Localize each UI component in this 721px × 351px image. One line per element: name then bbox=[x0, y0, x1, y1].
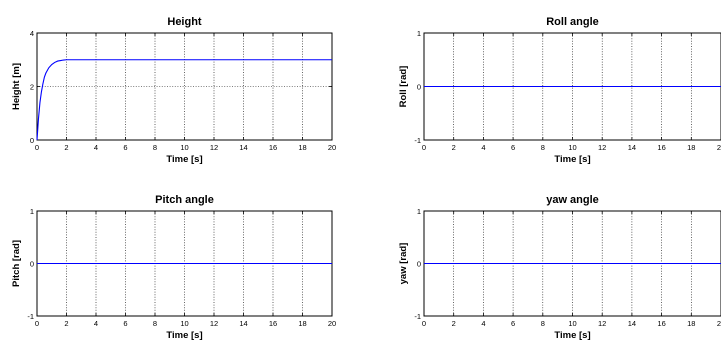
x-tick-label: 8 bbox=[153, 143, 157, 152]
yaw-angle-title: yaw angle bbox=[546, 194, 599, 206]
y-tick-label: -1 bbox=[414, 136, 421, 145]
x-tick-label: 2 bbox=[452, 143, 456, 152]
x-tick-label: 0 bbox=[422, 319, 426, 328]
x-tick-label: 10 bbox=[568, 319, 576, 328]
height-y-axis-label: Height [m] bbox=[11, 63, 22, 110]
x-tick-label: 2 bbox=[64, 319, 68, 328]
y-tick-label: 0 bbox=[30, 136, 34, 145]
x-tick-label: 18 bbox=[298, 143, 306, 152]
roll-angle-title: Roll angle bbox=[546, 16, 599, 28]
x-tick-label: 12 bbox=[598, 319, 606, 328]
x-tick-label: 20 bbox=[328, 319, 336, 328]
x-tick-label: 4 bbox=[481, 143, 485, 152]
x-tick-label: 0 bbox=[35, 319, 39, 328]
height-series-line bbox=[36, 59, 332, 141]
x-tick-label: 8 bbox=[153, 319, 157, 328]
x-tick-label: 2 bbox=[64, 143, 68, 152]
y-tick-label: 1 bbox=[417, 207, 421, 216]
x-tick-label: 2 bbox=[452, 319, 456, 328]
height-x-axis-label: Time [s] bbox=[166, 154, 202, 165]
yaw-angle-x-axis-label: Time [s] bbox=[554, 330, 590, 341]
y-tick-label: 1 bbox=[417, 29, 421, 38]
x-tick-label: 12 bbox=[210, 319, 218, 328]
x-tick-label: 20 bbox=[328, 143, 336, 152]
x-tick-label: 12 bbox=[598, 143, 606, 152]
y-tick-label: 0 bbox=[417, 83, 421, 92]
y-tick-label: 2 bbox=[30, 83, 34, 92]
x-tick-label: 4 bbox=[94, 319, 98, 328]
x-tick-label: 14 bbox=[239, 319, 247, 328]
roll-angle-y-axis-label: Roll [rad] bbox=[398, 66, 409, 108]
y-tick-label: 0 bbox=[30, 260, 34, 269]
y-tick-label: 1 bbox=[30, 207, 34, 216]
x-tick-label: 6 bbox=[511, 143, 515, 152]
x-tick-label: 20 bbox=[717, 143, 721, 152]
x-tick-label: 4 bbox=[94, 143, 98, 152]
x-tick-label: 6 bbox=[123, 319, 127, 328]
x-tick-label: 8 bbox=[541, 143, 545, 152]
x-tick-label: 0 bbox=[35, 143, 39, 152]
x-tick-label: 12 bbox=[210, 143, 218, 152]
x-tick-label: 8 bbox=[541, 319, 545, 328]
x-tick-label: 20 bbox=[717, 319, 721, 328]
x-tick-label: 14 bbox=[628, 143, 636, 152]
x-tick-label: 14 bbox=[628, 319, 636, 328]
height-title: Height bbox=[167, 16, 202, 28]
x-tick-label: 10 bbox=[180, 143, 188, 152]
x-tick-label: 0 bbox=[422, 143, 426, 152]
y-tick-label: -1 bbox=[414, 312, 421, 321]
x-tick-label: 18 bbox=[687, 319, 695, 328]
x-tick-label: 16 bbox=[657, 143, 665, 152]
x-tick-label: 18 bbox=[298, 319, 306, 328]
x-tick-label: 14 bbox=[239, 143, 247, 152]
yaw-angle-y-axis-label: yaw [rad] bbox=[398, 243, 409, 285]
x-tick-label: 18 bbox=[687, 143, 695, 152]
y-tick-label: 4 bbox=[30, 29, 34, 38]
pitch-angle-x-axis-label: Time [s] bbox=[166, 330, 202, 341]
x-tick-label: 4 bbox=[481, 319, 485, 328]
x-tick-label: 6 bbox=[511, 319, 515, 328]
x-tick-label: 10 bbox=[568, 143, 576, 152]
x-tick-label: 10 bbox=[180, 319, 188, 328]
x-tick-label: 16 bbox=[657, 319, 665, 328]
y-tick-label: 0 bbox=[417, 260, 421, 269]
pitch-angle-y-axis-label: Pitch [rad] bbox=[11, 240, 22, 287]
pitch-angle-title: Pitch angle bbox=[155, 194, 214, 206]
y-tick-label: -1 bbox=[27, 312, 34, 321]
height-subplot: 0 2 4 6 8 10 12 14 16 18 20 0 2 4 Height Time [s] Height… bbox=[11, 16, 336, 165]
x-tick-label: 16 bbox=[269, 319, 277, 328]
roll-angle-x-axis-label: Time [s] bbox=[554, 154, 590, 165]
x-tick-label: 6 bbox=[123, 143, 127, 152]
x-tick-label: 16 bbox=[269, 143, 277, 152]
